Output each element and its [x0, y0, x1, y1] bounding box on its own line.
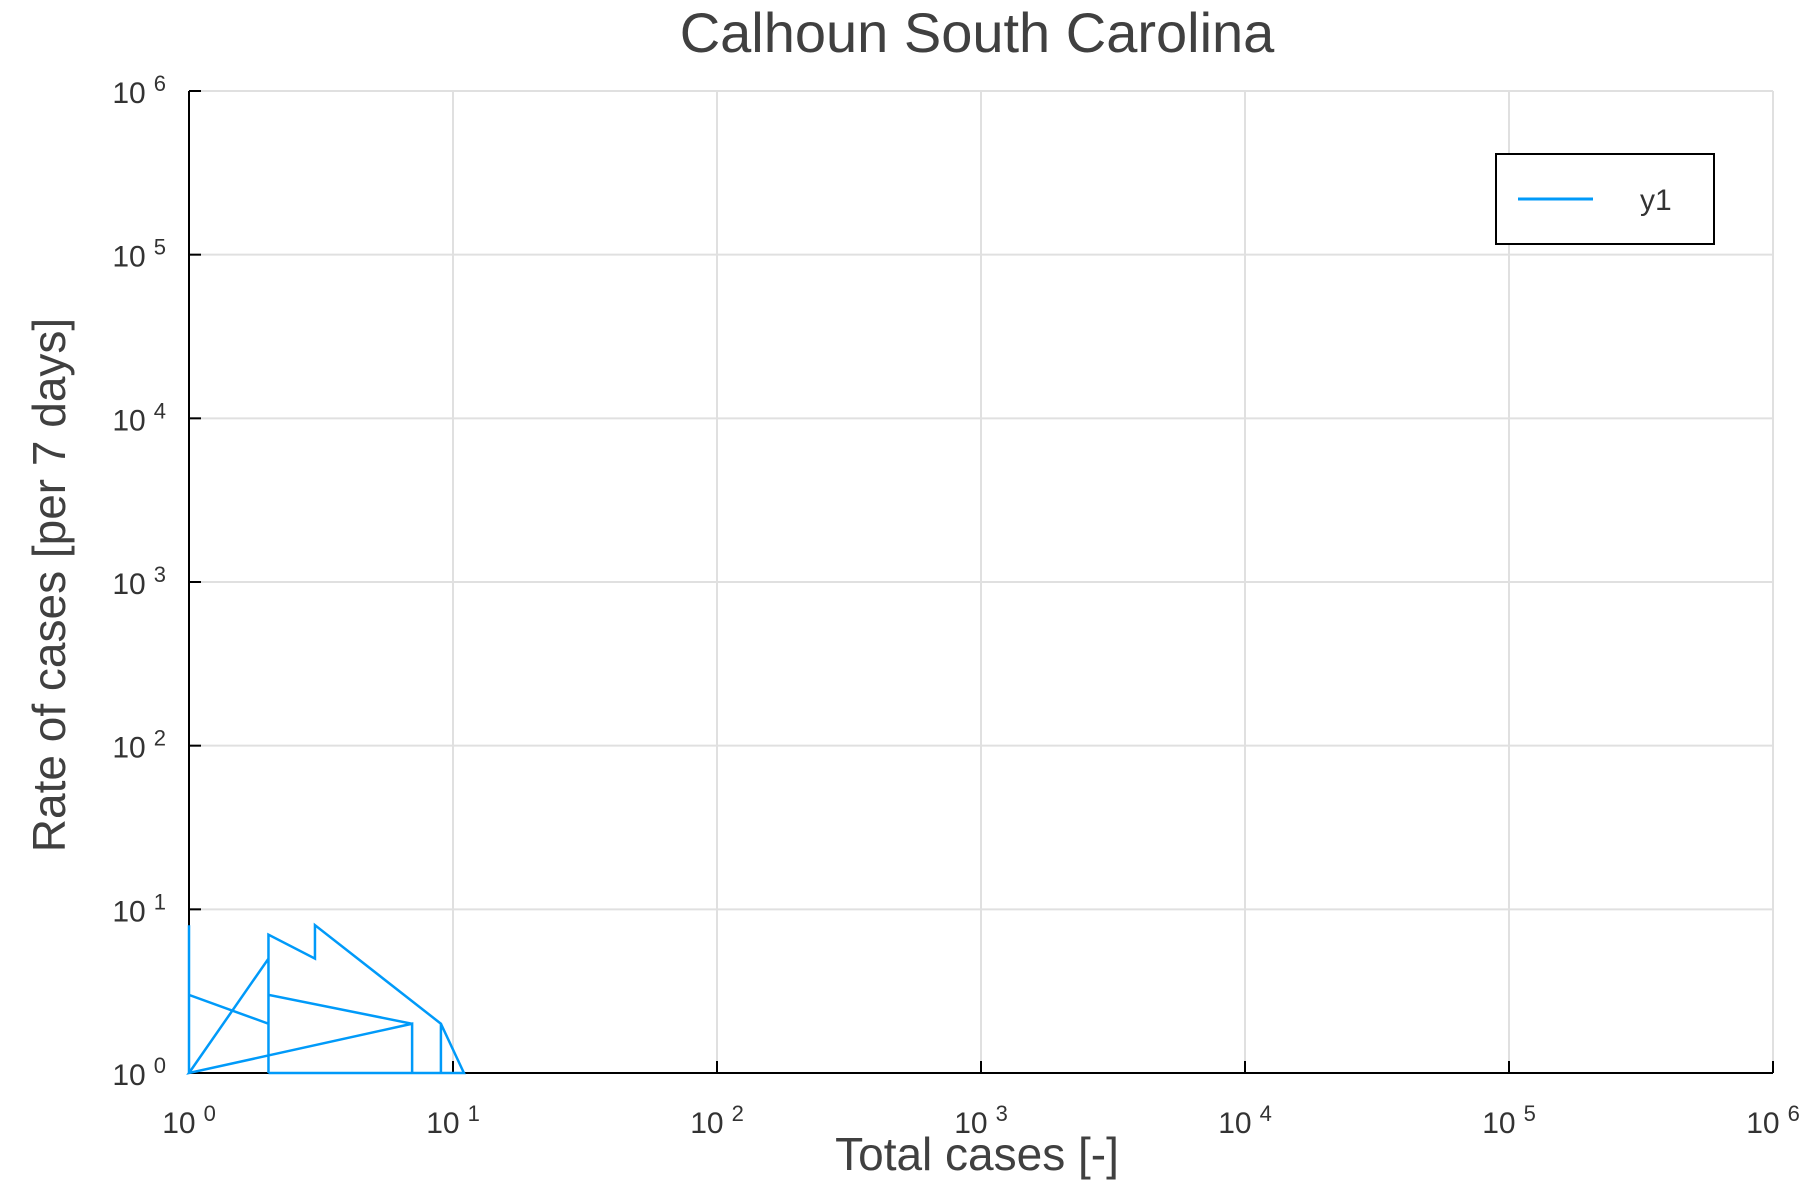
x-tick-label: 10 5 — [1482, 1101, 1536, 1140]
series-line-y1 — [186, 922, 466, 1075]
y-axis-label: Rate of cases [per 7 days] — [23, 318, 75, 852]
tick-layer: 10 0 10 1 10 2 10 3 10 4 10 5 10 6 10 0 10 1 10 2 10 3 10 4 10 5 1… — [112, 71, 1799, 1140]
y-tick-label: 10 3 — [112, 562, 166, 601]
y-tick-label: 10 0 — [112, 1053, 166, 1092]
legend-entry: y1 — [1640, 184, 1672, 217]
y-tick-label: 10 5 — [112, 235, 166, 274]
legend: y1 — [1495, 153, 1715, 245]
y-tick-label: 10 2 — [112, 726, 166, 765]
x-tick-label: 10 0 — [162, 1101, 216, 1140]
y-tick-label: 10 6 — [112, 71, 166, 110]
x-tick-label: 10 2 — [690, 1101, 744, 1140]
grid-layer — [188, 90, 1774, 1074]
series-layer — [186, 922, 466, 1075]
x-tick-label: 10 4 — [1218, 1101, 1272, 1140]
x-tick-label: 10 1 — [426, 1101, 480, 1140]
y-tick-label: 10 1 — [112, 889, 166, 928]
x-tick-label: 10 6 — [1746, 1101, 1800, 1140]
chart-title: Calhoun South Carolina — [680, 1, 1275, 64]
y-tick-label: 10 4 — [112, 398, 166, 437]
x-axis-label: Total cases [-] — [835, 1128, 1119, 1180]
x-tick-label: 10 3 — [954, 1101, 1008, 1140]
